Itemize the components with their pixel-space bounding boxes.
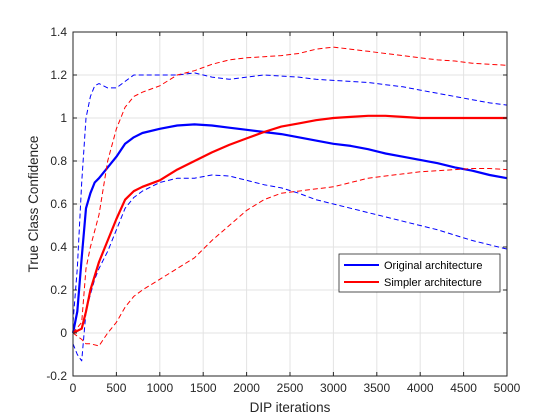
x-tick-label: 3500 [363,381,390,395]
legend-label-original: Original architecture [384,260,482,272]
series-line-simpler-upper-dashed [72,46,508,334]
x-tick-label: 2000 [233,381,260,395]
x-tick-label: 1000 [146,381,173,395]
x-tick-label: 4500 [450,381,477,395]
x-tick-label: 2500 [277,381,304,395]
x-tick-label: 500 [106,381,126,395]
y-tick-label: 1.2 [50,68,67,82]
x-tick-label: 3000 [320,381,347,395]
series-line-original-lower-dashed [72,174,508,362]
x-axis-label: DIP iterations [250,400,331,415]
y-tick-label: 0.8 [50,154,67,168]
y-tick-label: 1.4 [50,25,67,39]
x-tick-label: 0 [70,381,77,395]
y-tick-label: -0.2 [46,369,67,383]
y-tick-label: 0 [60,326,67,340]
series-line-original [71,123,508,334]
x-tick-label: 4000 [407,381,434,395]
y-tick-label: 0.6 [50,197,67,211]
legend: Original architecture Simpler architectu… [338,253,501,293]
legend-box [338,253,501,293]
y-axis-label: True Class Confidence [26,136,41,273]
series-line-simpler-lower-dashed [72,168,508,347]
x-tick-label: 5000 [494,381,521,395]
y-tick-label: 1 [60,111,67,125]
x-tick-label: 1500 [190,381,217,395]
series-line-original-upper-dashed [72,72,508,323]
series-line-simpler [72,114,507,334]
y-tick-label: 0.2 [50,283,67,297]
legend-label-simpler: Simpler architecture [384,277,482,289]
series-group [71,46,508,362]
y-tick-label: 0.4 [50,240,67,254]
ticks: 0 500 1000 1500 2000 2500 3000 3500 4000 4500 5000… [46,25,520,395]
